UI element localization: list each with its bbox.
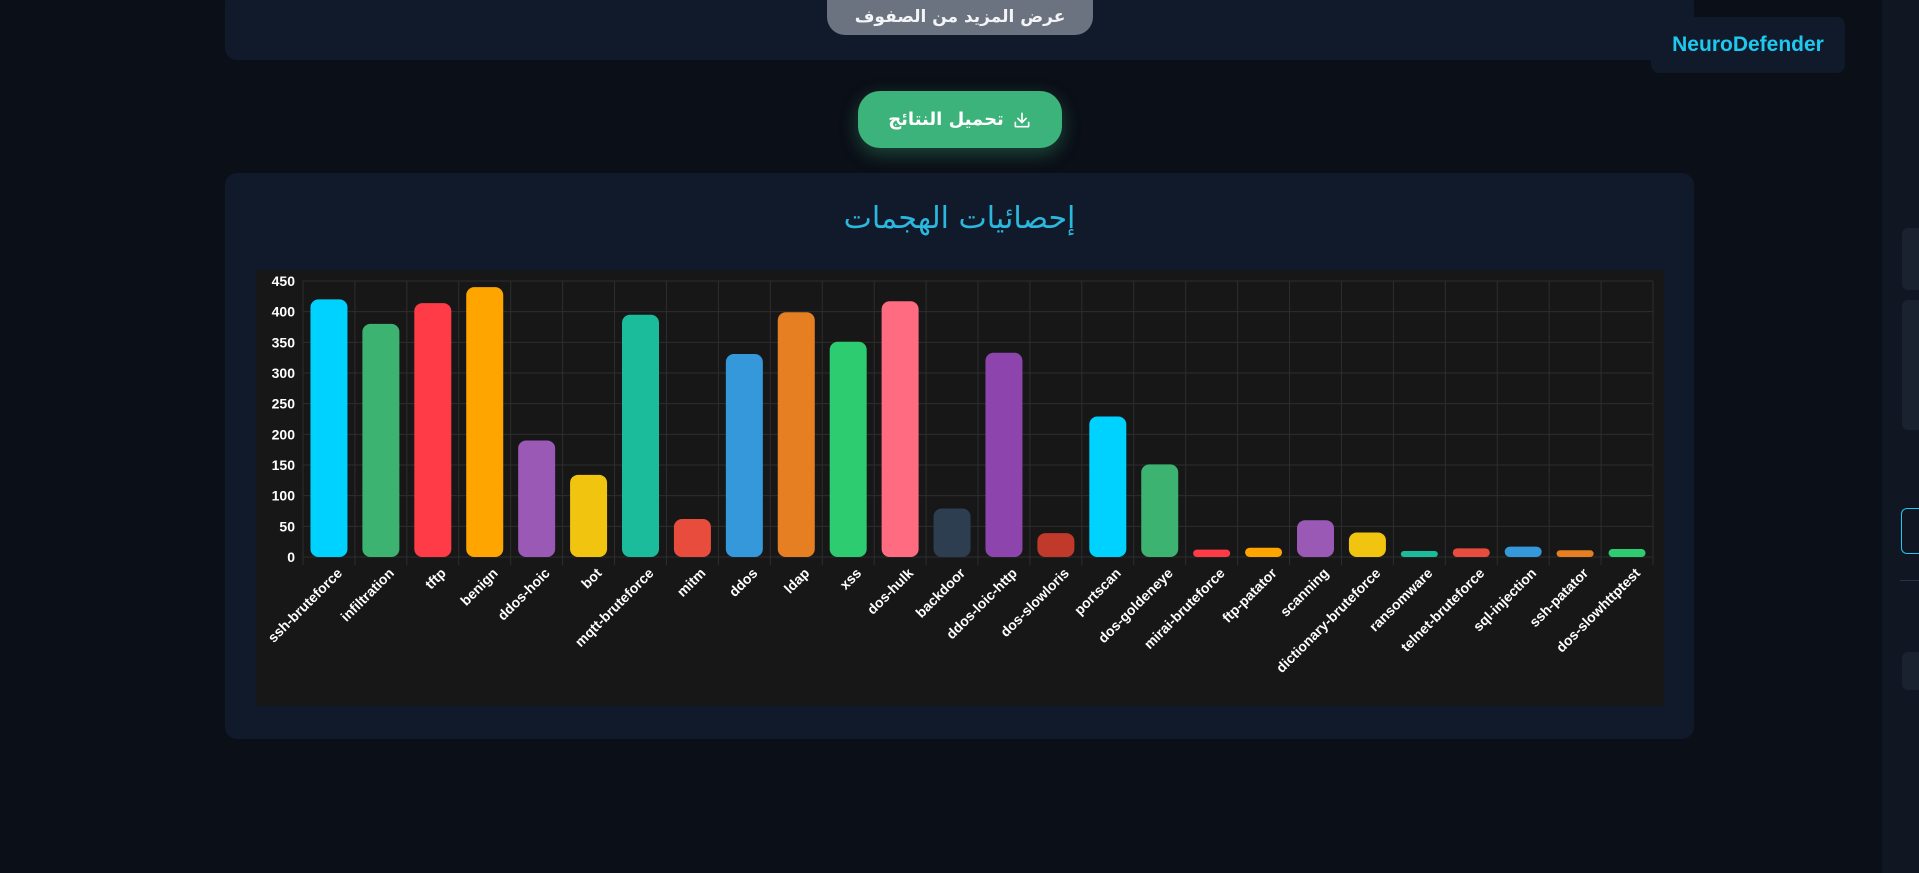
bar-bot[interactable] (570, 474, 608, 557)
chart-title: إحصائيات الهجمات (843, 201, 1076, 236)
sidebar-outline-tab[interactable] (1901, 508, 1919, 554)
x-tick-label: benign (457, 565, 501, 609)
bar-dos-slowhttptest[interactable] (1608, 549, 1646, 557)
bar-ddos-loic-http[interactable] (985, 352, 1023, 557)
bar-ldap[interactable] (777, 312, 815, 557)
bar-ftp-patator[interactable] (1245, 547, 1283, 557)
right-sidebar-strip (1882, 0, 1919, 873)
x-tick-label: portscan (1071, 565, 1124, 618)
bar-ddos-hoic[interactable] (518, 440, 556, 557)
x-tick-label: infiltration (337, 565, 397, 625)
bar-dos-hulk[interactable] (881, 301, 919, 557)
x-tick-label: scanning (1277, 565, 1332, 620)
brand-badge: NeuroDefender (1651, 17, 1845, 73)
bar-mirai-bruteforce[interactable] (1193, 549, 1231, 557)
x-tick-label: ddos (725, 565, 760, 600)
y-tick-label: 250 (272, 396, 296, 412)
bar-tftp[interactable] (414, 303, 452, 557)
bar-scanning[interactable] (1297, 520, 1334, 557)
bar-dictionary-bruteforce[interactable] (1348, 532, 1386, 557)
bar-portscan[interactable] (1089, 416, 1127, 557)
y-tick-label: 50 (279, 518, 295, 534)
bar-dos-goldeneye[interactable] (1141, 464, 1179, 557)
x-tick-label: mitm (674, 565, 709, 600)
bar-chart-svg: 0 50 100 150 200 250 300 350 400 450 ssh-bruteforc… (264, 273, 1654, 676)
bar-benign[interactable] (466, 287, 504, 557)
sidebar-divider (1900, 580, 1919, 581)
y-tick-label: 150 (272, 457, 296, 473)
sidebar-tab[interactable] (1902, 228, 1919, 290)
x-tick-label: bot (578, 565, 605, 592)
bar-backdoor[interactable] (933, 508, 971, 557)
y-tick-label: 300 (272, 365, 296, 381)
bar-xss[interactable] (829, 341, 867, 557)
x-tick-label: xss (836, 565, 864, 593)
show-more-rows-button[interactable]: عرض المزيد من الصفوف (827, 0, 1093, 35)
bar-sql-injection[interactable] (1504, 546, 1542, 557)
bar-ransomware[interactable] (1400, 551, 1438, 557)
y-tick-label: 0 (287, 549, 295, 565)
y-tick-label: 400 (272, 304, 296, 320)
y-tick-label: 100 (272, 488, 296, 504)
x-tick-label: dos-hulk (864, 565, 917, 618)
attack-stats-card: إحصائيات الهجمات 0 50 100 150 200 250 300 350 40… (225, 173, 1694, 739)
y-tick-label: 350 (272, 334, 296, 350)
bar-ssh-patator[interactable] (1556, 550, 1594, 557)
y-tick-label: 200 (272, 426, 296, 442)
bar-ddos[interactable] (725, 353, 763, 557)
download-results-button[interactable]: تحميل النتائج (858, 91, 1062, 148)
bar-dos-slowloris[interactable] (1037, 533, 1075, 557)
bar-mitm[interactable] (673, 518, 711, 557)
x-tick-label: tftp (422, 565, 449, 592)
y-tick-label: 450 (272, 273, 296, 289)
bar-infiltration[interactable] (362, 323, 400, 557)
sidebar-tab-lower[interactable] (1902, 652, 1919, 690)
x-tick-label: ftp-patator (1219, 564, 1280, 625)
x-tick-label: ddos-hoic (494, 565, 553, 624)
bar-ssh-bruteforce[interactable] (310, 299, 348, 557)
x-tick-label: ldap (781, 565, 813, 597)
bar-mqtt-bruteforce[interactable] (622, 314, 659, 557)
download-icon (1014, 112, 1030, 127)
x-tick-label: ssh-bruteforce (264, 565, 345, 646)
attack-stats-chart: 0 50 100 150 200 250 300 350 400 450 ssh-bruteforc… (256, 270, 1664, 706)
download-results-label: تحميل النتائج (888, 109, 1004, 130)
bar-telnet-bruteforce[interactable] (1452, 548, 1490, 557)
sidebar-panel (1902, 300, 1919, 430)
x-tick-label: dictionary-bruteforce (1273, 565, 1384, 676)
